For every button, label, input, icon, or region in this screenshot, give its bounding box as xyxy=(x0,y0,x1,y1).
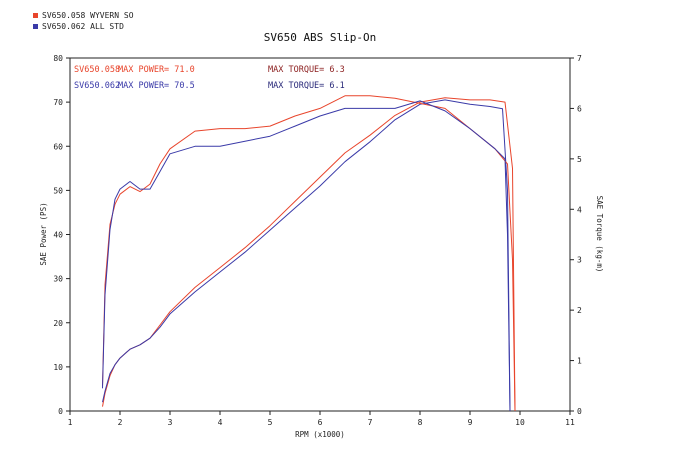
y-left-tick-label: 40 xyxy=(53,231,63,240)
x-tick-label: 3 xyxy=(168,418,173,427)
y-left-tick-label: 10 xyxy=(53,363,63,372)
x-tick-label: 11 xyxy=(565,418,575,427)
y-right-tick-label: 0 xyxy=(577,407,582,416)
y-left-tick-label: 80 xyxy=(53,54,63,63)
y-left-tick-label: 50 xyxy=(53,186,63,195)
x-tick-label: 9 xyxy=(468,418,473,427)
x-tick-label: 1 xyxy=(68,418,73,427)
x-axis-title: RPM (x1000) xyxy=(295,430,345,439)
x-tick-label: 4 xyxy=(218,418,223,427)
stat-torque-wyvern: MAX TORQUE= 6.3 xyxy=(268,65,345,75)
x-tick-label: 2 xyxy=(118,418,123,427)
legend-swatch-std xyxy=(33,24,38,29)
stat-power-std: MAX POWER= 70.5 xyxy=(118,81,195,91)
series-power-SV650-058 xyxy=(102,97,516,412)
legend-label-wyvern: SV650.058 WYVERN SO xyxy=(42,11,134,20)
x-tick-label: 8 xyxy=(418,418,423,427)
x-tick-label: 6 xyxy=(318,418,323,427)
y-right-tick-label: 3 xyxy=(577,256,582,265)
stat-power-wyvern: MAX POWER= 71.0 xyxy=(118,65,195,75)
y-left-tick-label: 0 xyxy=(58,407,63,416)
plot-frame xyxy=(69,57,571,412)
y-right-tick-label: 2 xyxy=(577,306,582,315)
y-right-tick-label: 7 xyxy=(577,54,582,63)
legend: SV650.058 WYVERN SO SV650.062 ALL STD xyxy=(33,11,134,31)
x-tick-label: 10 xyxy=(515,418,525,427)
right-y-axis: 0 1 2 3 4 5 6 7 xyxy=(570,54,582,416)
stat-name-std: SV650.062 xyxy=(74,81,120,91)
series-power-SV650-062 xyxy=(102,99,511,412)
x-axis: 1 2 3 4 5 6 7 8 9 10 11 xyxy=(68,411,575,427)
legend-label-std: SV650.062 ALL STD xyxy=(42,22,124,31)
y-left-tick-label: 60 xyxy=(53,142,63,151)
series-layer xyxy=(102,95,516,412)
right-y-axis-title: SAE Torque (kg-m) xyxy=(595,196,604,273)
x-tick-label: 7 xyxy=(368,418,373,427)
y-right-tick-label: 5 xyxy=(577,155,582,164)
y-right-tick-label: 4 xyxy=(577,205,582,214)
x-tick-label: 5 xyxy=(268,418,273,427)
stats-panel: MAX POWER= 71.0 SV650.058 MAX TORQUE= 6.… xyxy=(74,65,345,91)
legend-swatch-wyvern xyxy=(33,13,38,18)
stat-torque-std: MAX TORQUE= 6.1 xyxy=(268,81,345,91)
series-torque-SV650-058 xyxy=(102,95,516,412)
chart-title: SV650 ABS Slip-On xyxy=(264,31,377,44)
y-left-tick-label: 70 xyxy=(53,98,63,107)
y-right-tick-label: 1 xyxy=(577,357,582,366)
left-y-axis: 0 10 20 30 40 50 60 70 80 xyxy=(53,54,70,416)
y-left-tick-label: 20 xyxy=(53,319,63,328)
y-right-tick-label: 6 xyxy=(577,104,582,113)
series-torque-SV650-062 xyxy=(102,100,511,412)
stat-name-wyvern: SV650.058 xyxy=(74,65,120,75)
y-left-tick-label: 30 xyxy=(53,275,63,284)
left-y-axis-title: SAE Power (PS) xyxy=(39,202,48,265)
